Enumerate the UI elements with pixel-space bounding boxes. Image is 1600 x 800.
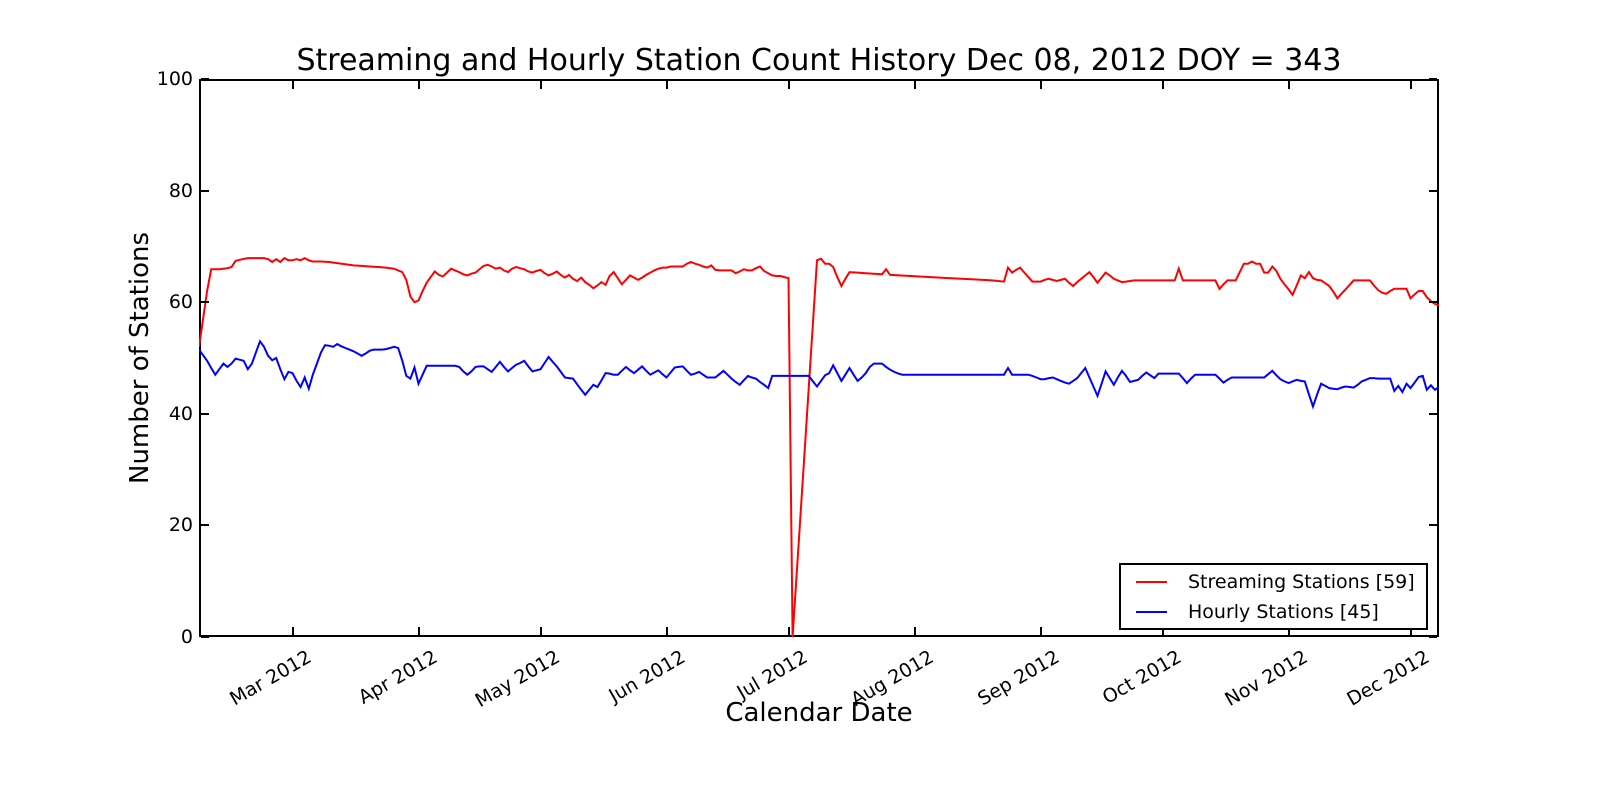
x-tick-bottom <box>1039 627 1042 635</box>
legend-row-hourly: Hourly Stations [45] <box>1121 597 1426 627</box>
streaming-line-swatch <box>1136 580 1167 583</box>
y-tick-label: 0 <box>180 626 193 648</box>
legend-label-hourly: Hourly Stations [45] <box>1188 600 1379 623</box>
y-tick-label: 20 <box>168 514 193 537</box>
x-tick-bottom <box>787 627 790 635</box>
y-tick-right <box>1429 189 1437 192</box>
y-tick-right <box>1429 78 1437 80</box>
y-tick-left <box>201 412 209 415</box>
x-tick-bottom <box>1287 627 1290 635</box>
y-tick-label: 40 <box>168 402 193 425</box>
plot-area <box>199 79 1439 637</box>
plot-lines <box>199 256 1439 637</box>
hourly-line-swatch <box>1136 610 1167 613</box>
x-tick-bottom <box>1161 627 1164 635</box>
x-tick-top <box>1287 81 1290 89</box>
y-tick-left <box>201 189 209 192</box>
x-tick-bottom <box>913 627 916 635</box>
x-tick-top <box>787 81 790 89</box>
y-tick-left <box>201 301 209 304</box>
x-tick-top <box>417 81 420 89</box>
y-tick-right <box>1429 412 1437 415</box>
x-tick-top <box>1039 81 1042 89</box>
legend-row-streaming: Streaming Stations [59] <box>1121 567 1426 597</box>
x-tick-bottom <box>539 627 542 635</box>
y-tick-left <box>201 524 209 527</box>
y-tick-right <box>1429 301 1437 304</box>
x-tick-top <box>913 81 916 89</box>
series-line-1 <box>199 339 1439 410</box>
y-tick-left <box>201 78 209 80</box>
x-tick-bottom <box>417 627 420 635</box>
y-axis-label: Number of Stations <box>124 231 155 485</box>
y-tick-right <box>1429 636 1437 638</box>
y-tick-label: 60 <box>168 291 193 314</box>
x-tick-bottom <box>665 627 668 635</box>
x-tick-bottom <box>1409 627 1412 635</box>
x-tick-label: Jul 2012 <box>733 646 812 704</box>
y-tick-right <box>1429 524 1437 527</box>
x-tick-bottom <box>291 627 294 635</box>
chart-title: Streaming and Hourly Station Count Histo… <box>296 43 1342 78</box>
y-tick-label: 100 <box>156 68 193 90</box>
x-tick-top <box>665 81 668 89</box>
x-tick-top <box>1409 81 1412 89</box>
series-line-0 <box>199 256 1439 637</box>
legend-label-streaming: Streaming Stations [59] <box>1188 570 1415 593</box>
x-tick-top <box>539 81 542 89</box>
legend: Streaming Stations [59] Hourly Stations … <box>1119 563 1428 630</box>
x-axis-label: Calendar Date <box>725 698 913 728</box>
x-tick-top <box>1161 81 1164 89</box>
y-tick-left <box>201 636 209 638</box>
x-tick-top <box>291 81 294 89</box>
y-tick-label: 80 <box>168 179 193 202</box>
